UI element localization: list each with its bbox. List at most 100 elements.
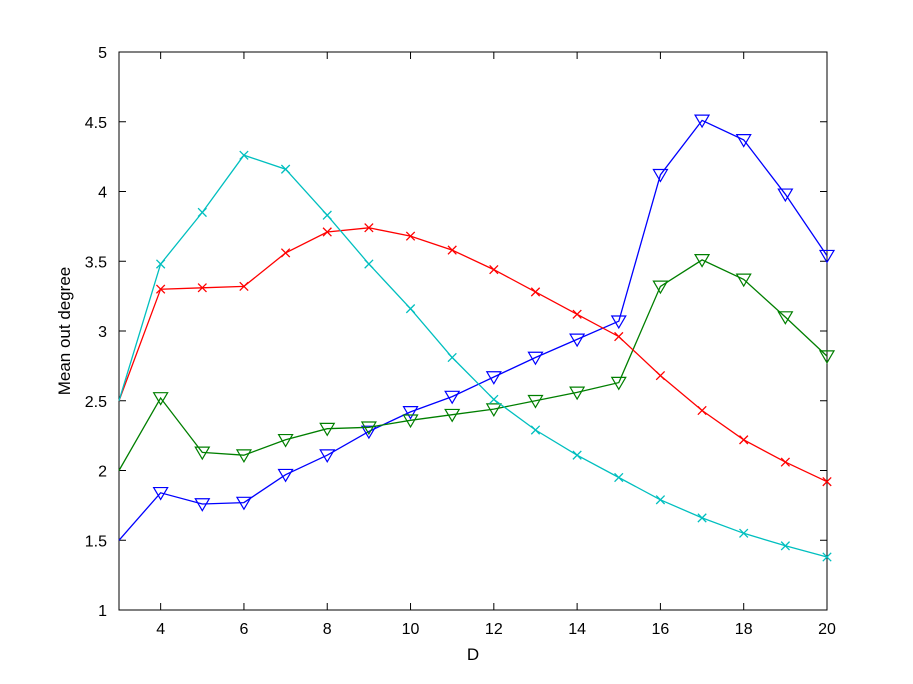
- data-point: [405, 304, 416, 314]
- data-point: [652, 280, 669, 295]
- x-tick-label: 12: [485, 621, 503, 638]
- y-tick-label: 3: [98, 324, 107, 341]
- x-tick-label: 16: [652, 621, 670, 638]
- data-point: [818, 249, 836, 264]
- data-point: [235, 449, 252, 463]
- data-point: [319, 449, 336, 463]
- data-point: [697, 405, 707, 416]
- data-point: [572, 450, 582, 460]
- data-point: [360, 421, 377, 436]
- data-point: [489, 394, 499, 405]
- series-2: [118, 254, 836, 471]
- data-point: [152, 486, 169, 501]
- series-layer: [118, 114, 836, 562]
- x-tick-label: 8: [323, 621, 332, 638]
- data-point: [530, 425, 541, 435]
- data-point: [777, 188, 794, 203]
- data-point: [569, 386, 586, 401]
- data-point: [489, 264, 499, 275]
- data-point: [280, 248, 291, 258]
- data-point: [572, 309, 582, 319]
- data-point: [485, 403, 502, 417]
- data-point: [444, 408, 461, 423]
- x-tick-label: 10: [402, 621, 420, 638]
- data-point: [364, 259, 374, 269]
- series-1: [118, 114, 836, 541]
- axis-ticks: 4 6 8 10 12 14 16 18 20 1 1.5 2 2.5 3 3.5 4 4.5 5: [85, 45, 836, 638]
- data-point: [235, 496, 252, 511]
- data-point: [655, 495, 666, 505]
- data-point: [194, 446, 211, 461]
- data-point: [822, 477, 832, 487]
- y-tick-label: 3.5: [85, 254, 107, 271]
- data-point: [319, 422, 336, 437]
- plot-area: [118, 51, 828, 611]
- data-point: [614, 331, 624, 342]
- data-point: [402, 414, 419, 429]
- y-tick-label: 1.5: [85, 533, 107, 550]
- data-point: [447, 352, 457, 363]
- data-point: [322, 210, 332, 220]
- data-point: [364, 223, 374, 233]
- series-line: [118, 227, 828, 483]
- series-4: [118, 150, 832, 562]
- data-point: [239, 281, 249, 292]
- y-axis-label: Mean out degree: [55, 267, 74, 396]
- data-point: [239, 150, 249, 160]
- data-point: [447, 245, 457, 255]
- data-point: [694, 114, 711, 129]
- data-point: [655, 370, 666, 381]
- data-point: [155, 259, 166, 269]
- x-tick-label: 20: [818, 621, 836, 638]
- data-point: [694, 254, 711, 268]
- data-point: [527, 394, 544, 409]
- data-point: [739, 435, 749, 445]
- y-tick-label: 2: [98, 464, 107, 481]
- x-tick-label: 6: [239, 621, 248, 638]
- data-point: [280, 164, 291, 174]
- y-tick-label: 4.5: [85, 115, 107, 132]
- data-point: [405, 231, 416, 241]
- data-point: [610, 376, 627, 391]
- data-point: [485, 371, 502, 385]
- y-tick-label: 4: [98, 185, 107, 202]
- data-point: [822, 552, 832, 562]
- series-line: [118, 119, 828, 541]
- data-point: [614, 472, 624, 483]
- data-point: [777, 311, 794, 325]
- data-point: [739, 528, 749, 538]
- data-point: [402, 406, 419, 420]
- data-point: [530, 287, 541, 297]
- data-point: [152, 392, 169, 406]
- data-point: [818, 350, 836, 364]
- data-point: [652, 168, 669, 183]
- data-point: [780, 541, 791, 551]
- data-point: [735, 134, 752, 148]
- data-point: [360, 425, 377, 440]
- y-tick-label: 1: [98, 603, 107, 620]
- x-axis-label: D: [467, 645, 479, 664]
- y-tick-label: 2.5: [85, 394, 107, 411]
- series-line: [118, 154, 828, 558]
- data-point: [610, 315, 627, 330]
- data-point: [527, 351, 544, 366]
- data-point: [444, 390, 461, 405]
- x-tick-label: 14: [568, 621, 586, 638]
- data-point: [194, 498, 211, 512]
- x-tick-label: 18: [735, 621, 753, 638]
- data-point: [697, 513, 707, 523]
- data-point: [155, 284, 166, 294]
- series-line: [118, 259, 828, 471]
- data-point: [780, 457, 791, 467]
- data-point: [197, 207, 207, 218]
- data-point: [322, 227, 332, 237]
- x-tick-label: 4: [156, 621, 165, 638]
- data-point: [197, 283, 207, 293]
- data-point: [277, 433, 294, 448]
- series-3: [118, 223, 832, 487]
- data-point: [735, 273, 752, 288]
- y-tick-label: 5: [98, 45, 107, 62]
- data-point: [569, 333, 586, 348]
- data-point: [277, 468, 294, 483]
